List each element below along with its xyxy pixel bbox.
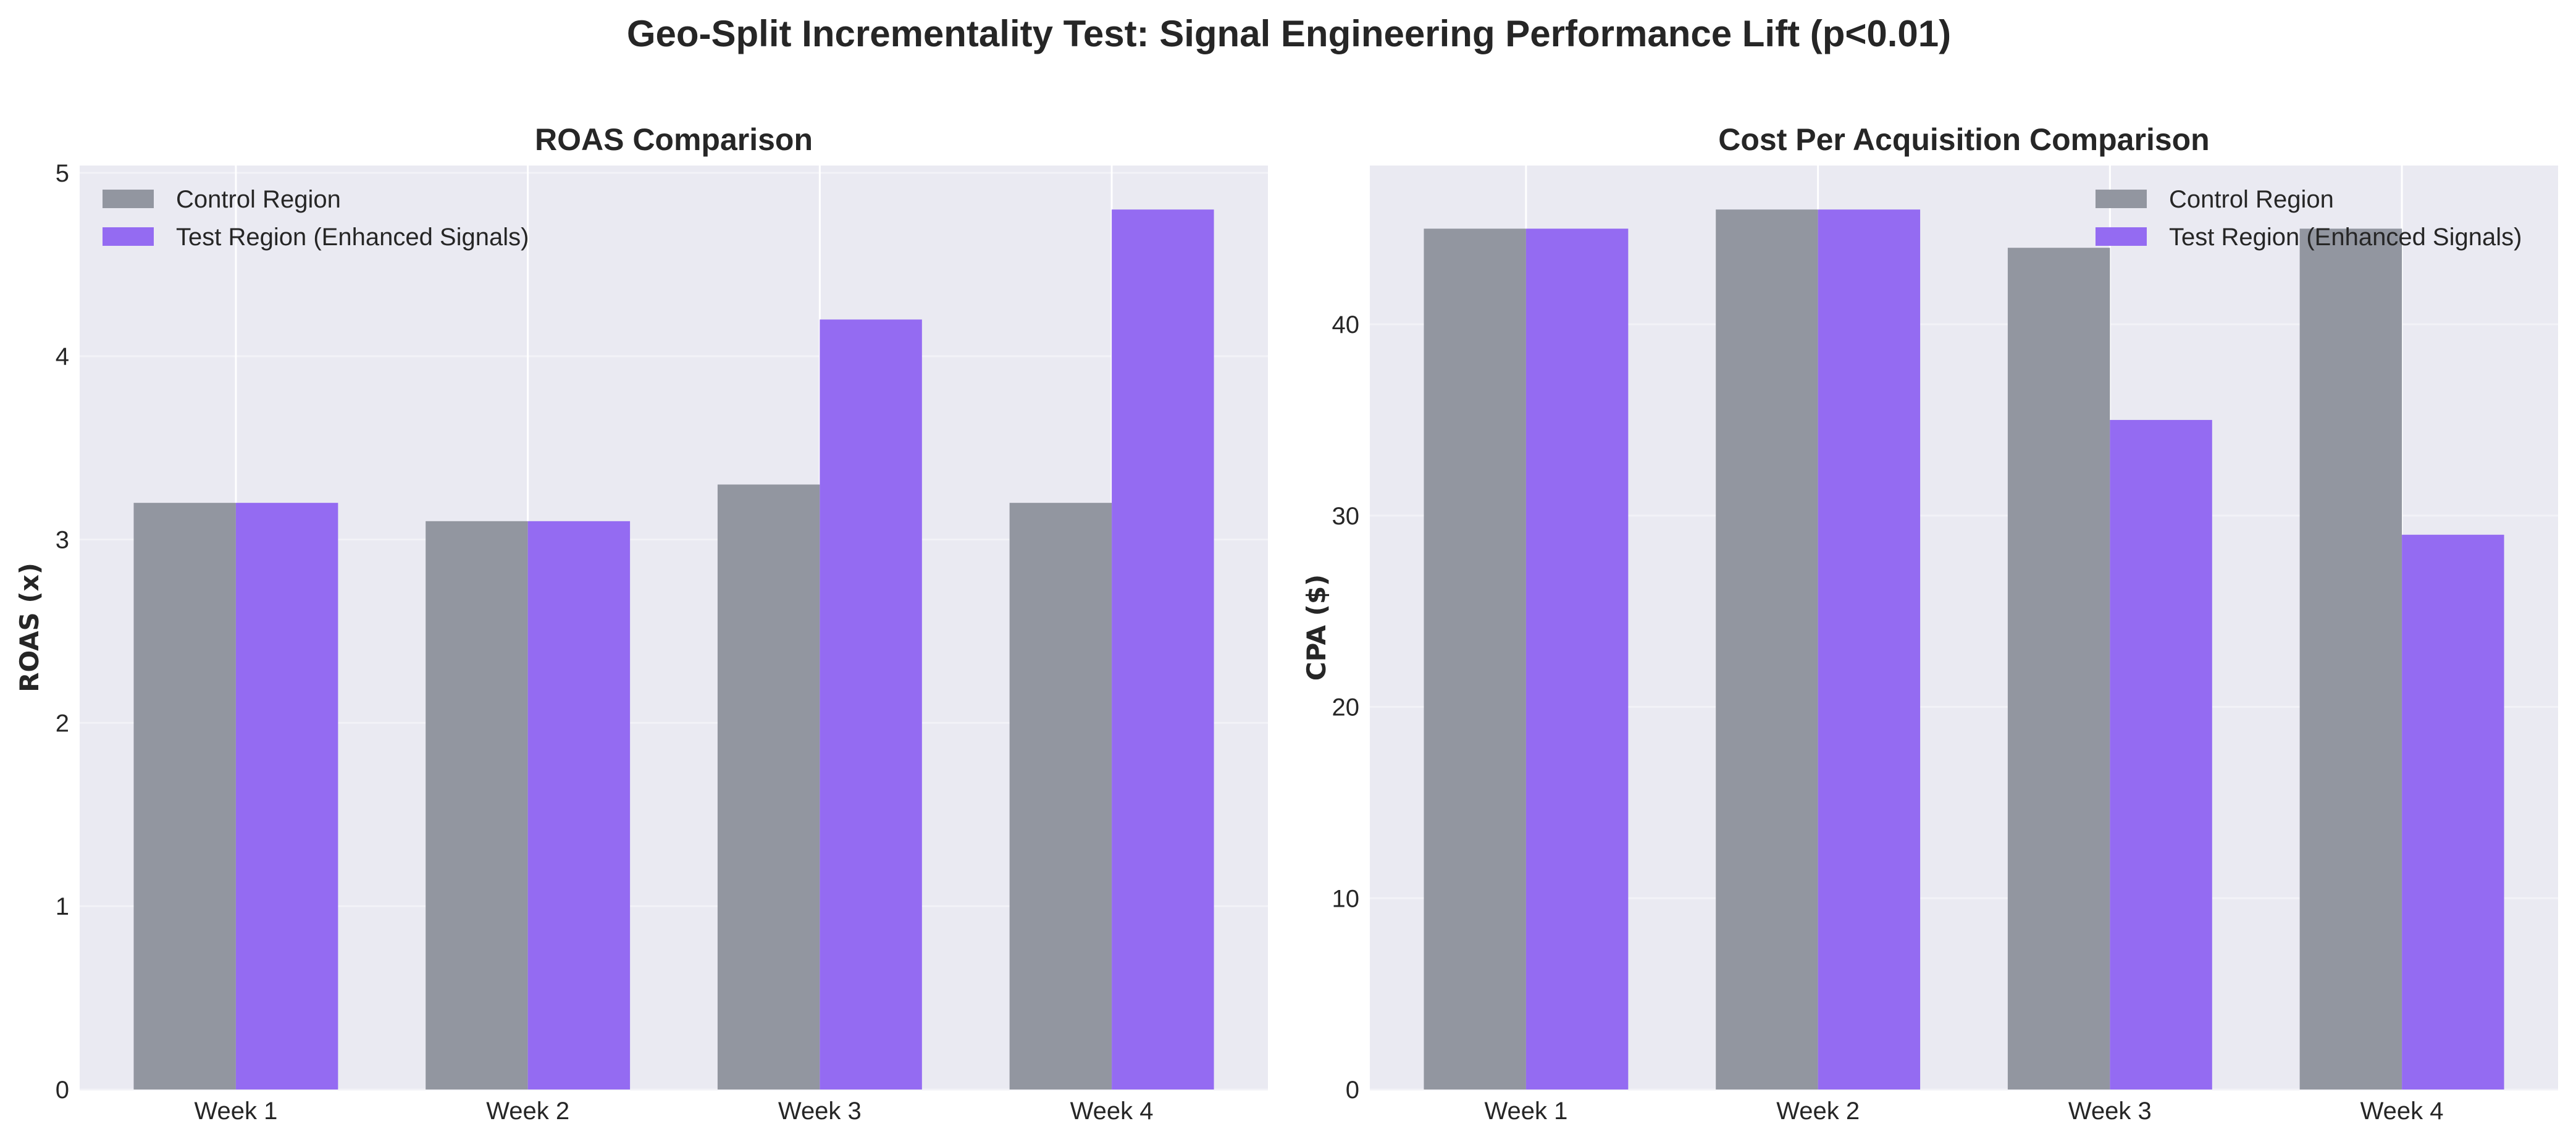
control-bar-2 — [1716, 209, 1818, 1090]
control-bar-3 — [717, 484, 820, 1090]
control-bar-1 — [1424, 229, 1526, 1090]
legend-swatch-control — [103, 190, 154, 208]
legend-label: Test Region (Enhanced Signals) — [2169, 224, 2522, 251]
legend-label: Test Region (Enhanced Signals) — [176, 224, 529, 251]
cpa-chart: 0 10 20 30 40 Week 1 Week 2 Week 3 Week 4 Cost Pe… — [1301, 122, 2558, 1125]
test-bar-3 — [820, 319, 922, 1090]
control-bar-1 — [133, 503, 236, 1090]
x-tick-label: Week 1 — [194, 1098, 277, 1125]
x-tick-label: Week 2 — [1776, 1098, 1860, 1125]
y-axis-label: ROAS (x) — [14, 563, 44, 692]
y-tick-label: 3 — [56, 527, 69, 554]
y-axis-label: CPA ($) — [1301, 574, 1332, 681]
test-bar-2 — [527, 521, 631, 1090]
control-bar-3 — [2007, 248, 2110, 1090]
test-bar-4 — [2402, 534, 2504, 1090]
x-tick-label: Week 2 — [486, 1098, 569, 1125]
y-tick-label: 10 — [1332, 885, 1360, 912]
y-tick-label: 40 — [1332, 311, 1360, 338]
chart-title: Cost Per Acquisition Comparison — [1718, 122, 2209, 157]
legend-label: Control Region — [176, 186, 341, 213]
y-tick-label: 4 — [56, 343, 69, 371]
legend-label: Control Region — [2169, 186, 2334, 213]
x-tick-label: Week 3 — [778, 1098, 862, 1125]
y-tick-label: 0 — [1346, 1077, 1359, 1104]
x-tick-label: Week 4 — [1070, 1098, 1154, 1125]
x-tick-label: Week 1 — [1484, 1098, 1567, 1125]
legend: Control Region Test Region (Enhanced Sign… — [103, 186, 529, 251]
figure-title: Geo-Split Incrementality Test: Signal En… — [627, 13, 1951, 54]
control-bar-4 — [1009, 503, 1112, 1090]
chart-title: ROAS Comparison — [535, 122, 813, 157]
y-tick-label: 0 — [56, 1077, 69, 1104]
legend-swatch-control — [2096, 190, 2147, 208]
x-tick-label: Week 4 — [2360, 1098, 2444, 1125]
test-bar-3 — [2110, 419, 2212, 1090]
y-tick-label: 5 — [56, 160, 69, 187]
control-bar-2 — [426, 521, 528, 1090]
y-tick-label: 2 — [56, 710, 69, 737]
roas-chart: 0 1 2 3 4 5 Week 1 Week 2 Week 3 Week 4 ROAS Compa… — [14, 122, 1268, 1125]
y-tick-label: 30 — [1332, 503, 1360, 530]
control-bar-4 — [2299, 229, 2402, 1090]
test-bar-1 — [1525, 229, 1629, 1090]
legend-swatch-test — [2096, 227, 2147, 246]
y-tick-label: 1 — [56, 893, 69, 920]
test-bar-4 — [1112, 209, 1214, 1090]
legend-swatch-test — [103, 227, 154, 246]
legend: Control Region Test Region (Enhanced Sign… — [2096, 186, 2522, 251]
test-bar-2 — [1818, 209, 1921, 1090]
x-tick-label: Week 3 — [2068, 1098, 2152, 1125]
y-tick-label: 20 — [1332, 694, 1360, 721]
test-bar-1 — [235, 503, 338, 1090]
